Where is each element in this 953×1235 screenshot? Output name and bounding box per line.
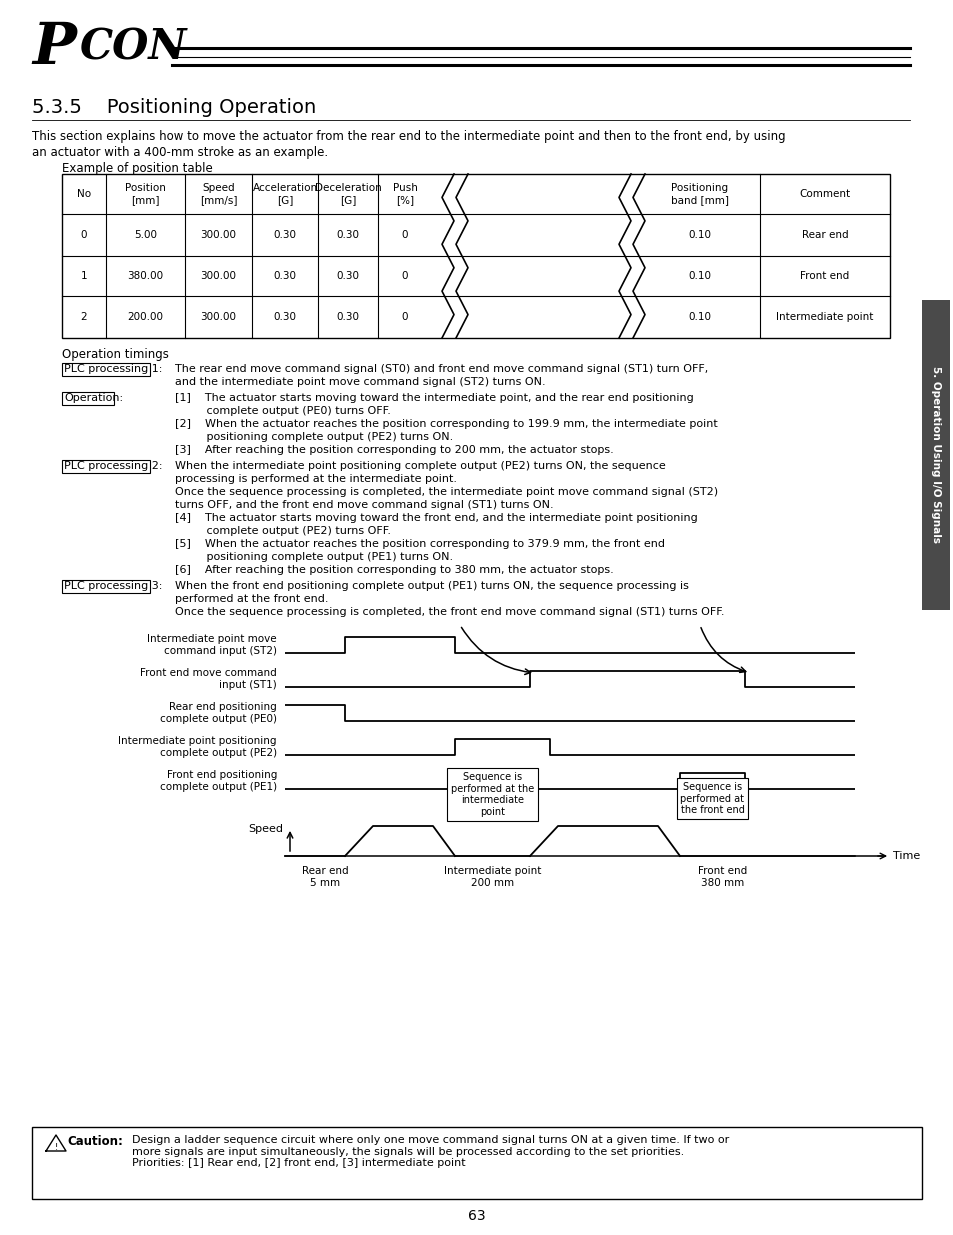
Text: 0.10: 0.10	[688, 230, 711, 240]
Text: Operation:: Operation:	[64, 393, 123, 403]
Text: !: !	[54, 1142, 57, 1151]
Bar	[62, 580, 151, 593]
Text: Positioning
band [mm]: Positioning band [mm]	[670, 183, 728, 205]
Text: Design a ladder sequence circuit where only one move command signal turns ON at : Design a ladder sequence circuit where o…	[132, 1135, 728, 1168]
Text: Intermediate point
200 mm: Intermediate point 200 mm	[443, 866, 540, 888]
Text: [2]    When the actuator reaches the position corresponding to 199.9 mm, the int: [2] When the actuator reaches the positi…	[174, 419, 717, 429]
Text: Comment: Comment	[799, 189, 850, 199]
Text: No: No	[77, 189, 91, 199]
Bar	[62, 363, 151, 375]
Text: 2: 2	[81, 312, 88, 322]
Text: [6]    After reaching the position corresponding to 380 mm, the actuator stops.: [6] After reaching the position correspo…	[174, 564, 613, 576]
Text: Example of position table: Example of position table	[62, 162, 213, 175]
Bar	[62, 391, 113, 405]
Text: This section explains how to move the actuator from the rear end to the intermed: This section explains how to move the ac…	[32, 130, 785, 143]
Bar	[32, 1128, 921, 1199]
Text: Speed: Speed	[248, 824, 283, 834]
Text: Intermediate point move
command input (ST2): Intermediate point move command input (S…	[147, 635, 276, 656]
Text: Rear end
5 mm: Rear end 5 mm	[301, 866, 348, 888]
Text: 0: 0	[401, 312, 408, 322]
Text: 0.30: 0.30	[274, 270, 296, 282]
Text: 0.30: 0.30	[336, 312, 359, 322]
Text: P: P	[32, 20, 76, 77]
Text: 300.00: 300.00	[200, 270, 236, 282]
Text: Rear end positioning
complete output (PE0): Rear end positioning complete output (PE…	[160, 703, 276, 724]
Text: positioning complete output (PE1) turns ON.: positioning complete output (PE1) turns …	[174, 552, 453, 562]
Text: Once the sequence processing is completed, the front end move command signal (ST: Once the sequence processing is complete…	[174, 606, 723, 618]
Text: 0.30: 0.30	[336, 270, 359, 282]
Text: turns OFF, and the front end move command signal (ST1) turns ON.: turns OFF, and the front end move comman…	[174, 500, 553, 510]
Text: Sequence is
performed at the
intermediate
point: Sequence is performed at the intermediat…	[451, 772, 534, 816]
Text: PLC processing 1:: PLC processing 1:	[64, 364, 162, 374]
Text: Caution:: Caution:	[67, 1135, 123, 1149]
Text: Intermediate point positioning
complete output (PE2): Intermediate point positioning complete …	[118, 736, 276, 758]
Text: 5. Operation Using I/O Signals: 5. Operation Using I/O Signals	[930, 367, 940, 543]
Text: 0.30: 0.30	[274, 312, 296, 322]
Text: Front end move command
input (ST1): Front end move command input (ST1)	[140, 668, 276, 690]
Text: 0.30: 0.30	[274, 230, 296, 240]
Text: Rear end: Rear end	[801, 230, 847, 240]
Text: [4]    The actuator starts moving toward the front end, and the intermediate poi: [4] The actuator starts moving toward th…	[174, 513, 697, 522]
Text: [3]    After reaching the position corresponding to 200 mm, the actuator stops.: [3] After reaching the position correspo…	[174, 445, 613, 454]
Text: The rear end move command signal (ST0) and front end move command signal (ST1) t: The rear end move command signal (ST0) a…	[174, 364, 707, 374]
Text: PLC processing 2:: PLC processing 2:	[64, 461, 162, 471]
Text: 0: 0	[81, 230, 87, 240]
Text: 380.00: 380.00	[128, 270, 163, 282]
Text: [1]    The actuator starts moving toward the intermediate point, and the rear en: [1] The actuator starts moving toward th…	[174, 393, 693, 403]
Text: Once the sequence processing is completed, the intermediate point move command s: Once the sequence processing is complete…	[174, 487, 718, 496]
Text: positioning complete output (PE2) turns ON.: positioning complete output (PE2) turns …	[174, 432, 453, 442]
Bar	[921, 300, 949, 610]
Text: complete output (PE0) turns OFF.: complete output (PE0) turns OFF.	[174, 406, 391, 416]
Text: 0.10: 0.10	[688, 270, 711, 282]
Bar	[62, 459, 151, 473]
Text: 300.00: 300.00	[200, 230, 236, 240]
Text: and the intermediate point move command signal (ST2) turns ON.: and the intermediate point move command …	[174, 377, 545, 387]
Text: Acceleration
[G]: Acceleration [G]	[253, 183, 317, 205]
Text: 0.30: 0.30	[336, 230, 359, 240]
Bar	[62, 174, 889, 338]
Text: Front end positioning
complete output (PE1): Front end positioning complete output (P…	[160, 771, 276, 792]
Text: [5]    When the actuator reaches the position corresponding to 379.9 mm, the fro: [5] When the actuator reaches the positi…	[174, 538, 664, 550]
Text: CON: CON	[80, 26, 187, 68]
Text: performed at the front end.: performed at the front end.	[174, 594, 328, 604]
Text: 0: 0	[401, 230, 408, 240]
Text: complete output (PE2) turns OFF.: complete output (PE2) turns OFF.	[174, 526, 391, 536]
Text: processing is performed at the intermediate point.: processing is performed at the intermedi…	[174, 474, 456, 484]
Text: Front end: Front end	[800, 270, 849, 282]
Text: 0: 0	[401, 270, 408, 282]
Text: 0.10: 0.10	[688, 312, 711, 322]
Text: Position
[mm]: Position [mm]	[125, 183, 166, 205]
Text: Push
[%]: Push [%]	[392, 183, 417, 205]
Text: Front end
380 mm: Front end 380 mm	[698, 866, 746, 888]
Text: Time: Time	[892, 851, 920, 861]
Text: PLC processing 3:: PLC processing 3:	[64, 580, 162, 592]
Text: Speed
[mm/s]: Speed [mm/s]	[199, 183, 237, 205]
Text: an actuator with a 400-mm stroke as an example.: an actuator with a 400-mm stroke as an e…	[32, 146, 328, 159]
Text: 300.00: 300.00	[200, 312, 236, 322]
Text: Operation timings: Operation timings	[62, 348, 169, 361]
Text: 1: 1	[81, 270, 88, 282]
Text: When the intermediate point positioning complete output (PE2) turns ON, the sequ: When the intermediate point positioning …	[174, 461, 665, 471]
Text: 200.00: 200.00	[128, 312, 163, 322]
Text: Sequence is
performed at
the front end: Sequence is performed at the front end	[679, 782, 743, 815]
Text: When the front end positioning complete output (PE1) turns ON, the sequence proc: When the front end positioning complete …	[174, 580, 688, 592]
Text: Deceleration
[G]: Deceleration [G]	[314, 183, 381, 205]
Text: 5.3.5    Positioning Operation: 5.3.5 Positioning Operation	[32, 98, 315, 117]
Text: 5.00: 5.00	[133, 230, 157, 240]
Text: Intermediate point: Intermediate point	[776, 312, 873, 322]
Text: 63: 63	[468, 1209, 485, 1223]
